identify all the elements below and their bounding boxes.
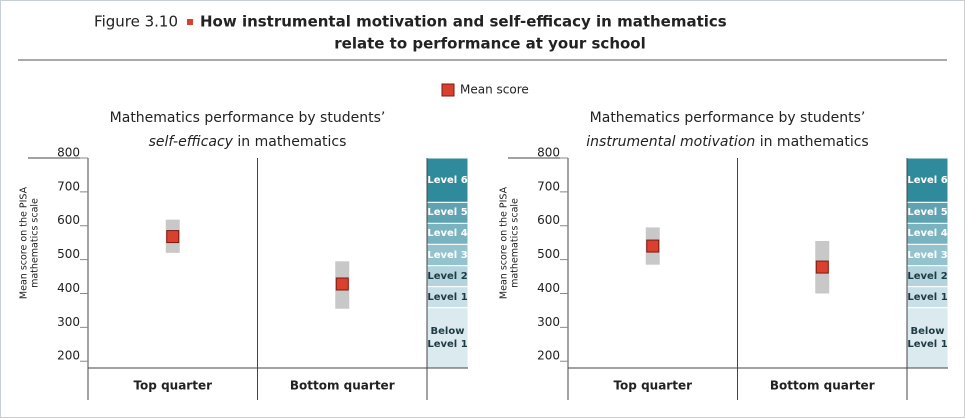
legend-swatch [441,83,455,97]
level-label-box: Level 3 [427,249,468,261]
chart-title: Mathematics performance by students’ [590,110,866,126]
level-label: Below Level 1 [907,325,948,350]
chart-title-emphasis: instrumental motivation [586,134,755,150]
level-label: Level 1 [907,291,948,303]
y-tick-label: 600 [537,213,560,227]
y-tick-label: 600 [57,213,80,227]
level-label: Below Level 1 [427,325,468,350]
title-line: relate to performance at your school [334,35,646,53]
y-tick-label: 500 [537,247,560,261]
x-tick-label: Bottom quarter [770,379,875,393]
chart-title: instrumental motivation in mathematics [586,134,868,150]
y-tick-label: 200 [537,349,560,363]
x-tick-label: Top quarter [613,379,692,393]
y-axis-label: Mean score on the PISA [19,186,30,299]
y-tick-label: 500 [57,247,80,261]
level-label-box: Level 2 [427,270,468,282]
y-axis-label: mathematics scale [510,198,521,288]
level-band [906,307,949,369]
y-tick-label: 200 [57,349,80,363]
mean-marker [335,277,349,291]
y-tick-label: 700 [537,179,560,193]
y-tick-label: 300 [57,315,80,329]
level-label: Level 4 [427,228,468,240]
level-label: Level 1 [427,291,468,303]
x-tick-label: Top quarter [133,379,212,393]
level-label: Level 5 [907,207,948,219]
level-band [906,157,949,203]
level-label-box: Level 6 [427,174,468,186]
level-label: Level 5 [427,207,468,219]
level-label: Level 6 [427,174,468,186]
chart-title-emphasis: self-efficacy [149,134,234,150]
chart-title-rest: in mathematics [233,134,346,150]
legend-label: Mean score [460,83,529,97]
y-axis-label: Mean score on the PISA [499,186,510,299]
x-tick-label: Bottom quarter [290,379,395,393]
y-tick-label: 800 [57,146,80,160]
mean-marker [815,260,829,274]
y-tick-label: 300 [537,315,560,329]
level-label: Level 3 [907,249,948,261]
y-tick-label: 700 [57,179,80,193]
level-label: Level 3 [427,249,468,261]
level-label: Level 2 [907,270,948,282]
title-line: How instrumental motivation and self-eff… [200,13,727,31]
y-tick-label: 400 [537,281,560,295]
level-label-box: Level 5 [907,207,948,219]
level-label-box: Below Level 1 [427,325,468,350]
level-label: Level 4 [907,228,948,240]
chart-title: Mathematics performance by students’ [110,110,386,126]
level-label-box: Level 6 [907,174,948,186]
mean-marker [646,239,660,253]
level-label-box: Level 1 [427,291,468,303]
level-label-box: Level 4 [907,228,948,240]
level-label-box: Below Level 1 [907,325,948,350]
bullet [187,19,193,25]
y-tick-label: 400 [57,281,80,295]
y-axis-label: mathematics scale [30,198,41,288]
chart-title-rest: in mathematics [755,134,868,150]
level-label-box: Level 2 [907,270,948,282]
level-label-box: Level 3 [907,249,948,261]
figure-number: Figure 3.10 [94,13,178,31]
level-label-box: Level 4 [427,228,468,240]
level-label-box: Level 1 [907,291,948,303]
y-tick-label: 800 [537,146,560,160]
mean-marker [166,230,180,244]
chart-title: self-efficacy in mathematics [149,134,347,150]
level-label: Level 2 [427,270,468,282]
level-label-box: Level 5 [427,207,468,219]
level-label: Level 6 [907,174,948,186]
